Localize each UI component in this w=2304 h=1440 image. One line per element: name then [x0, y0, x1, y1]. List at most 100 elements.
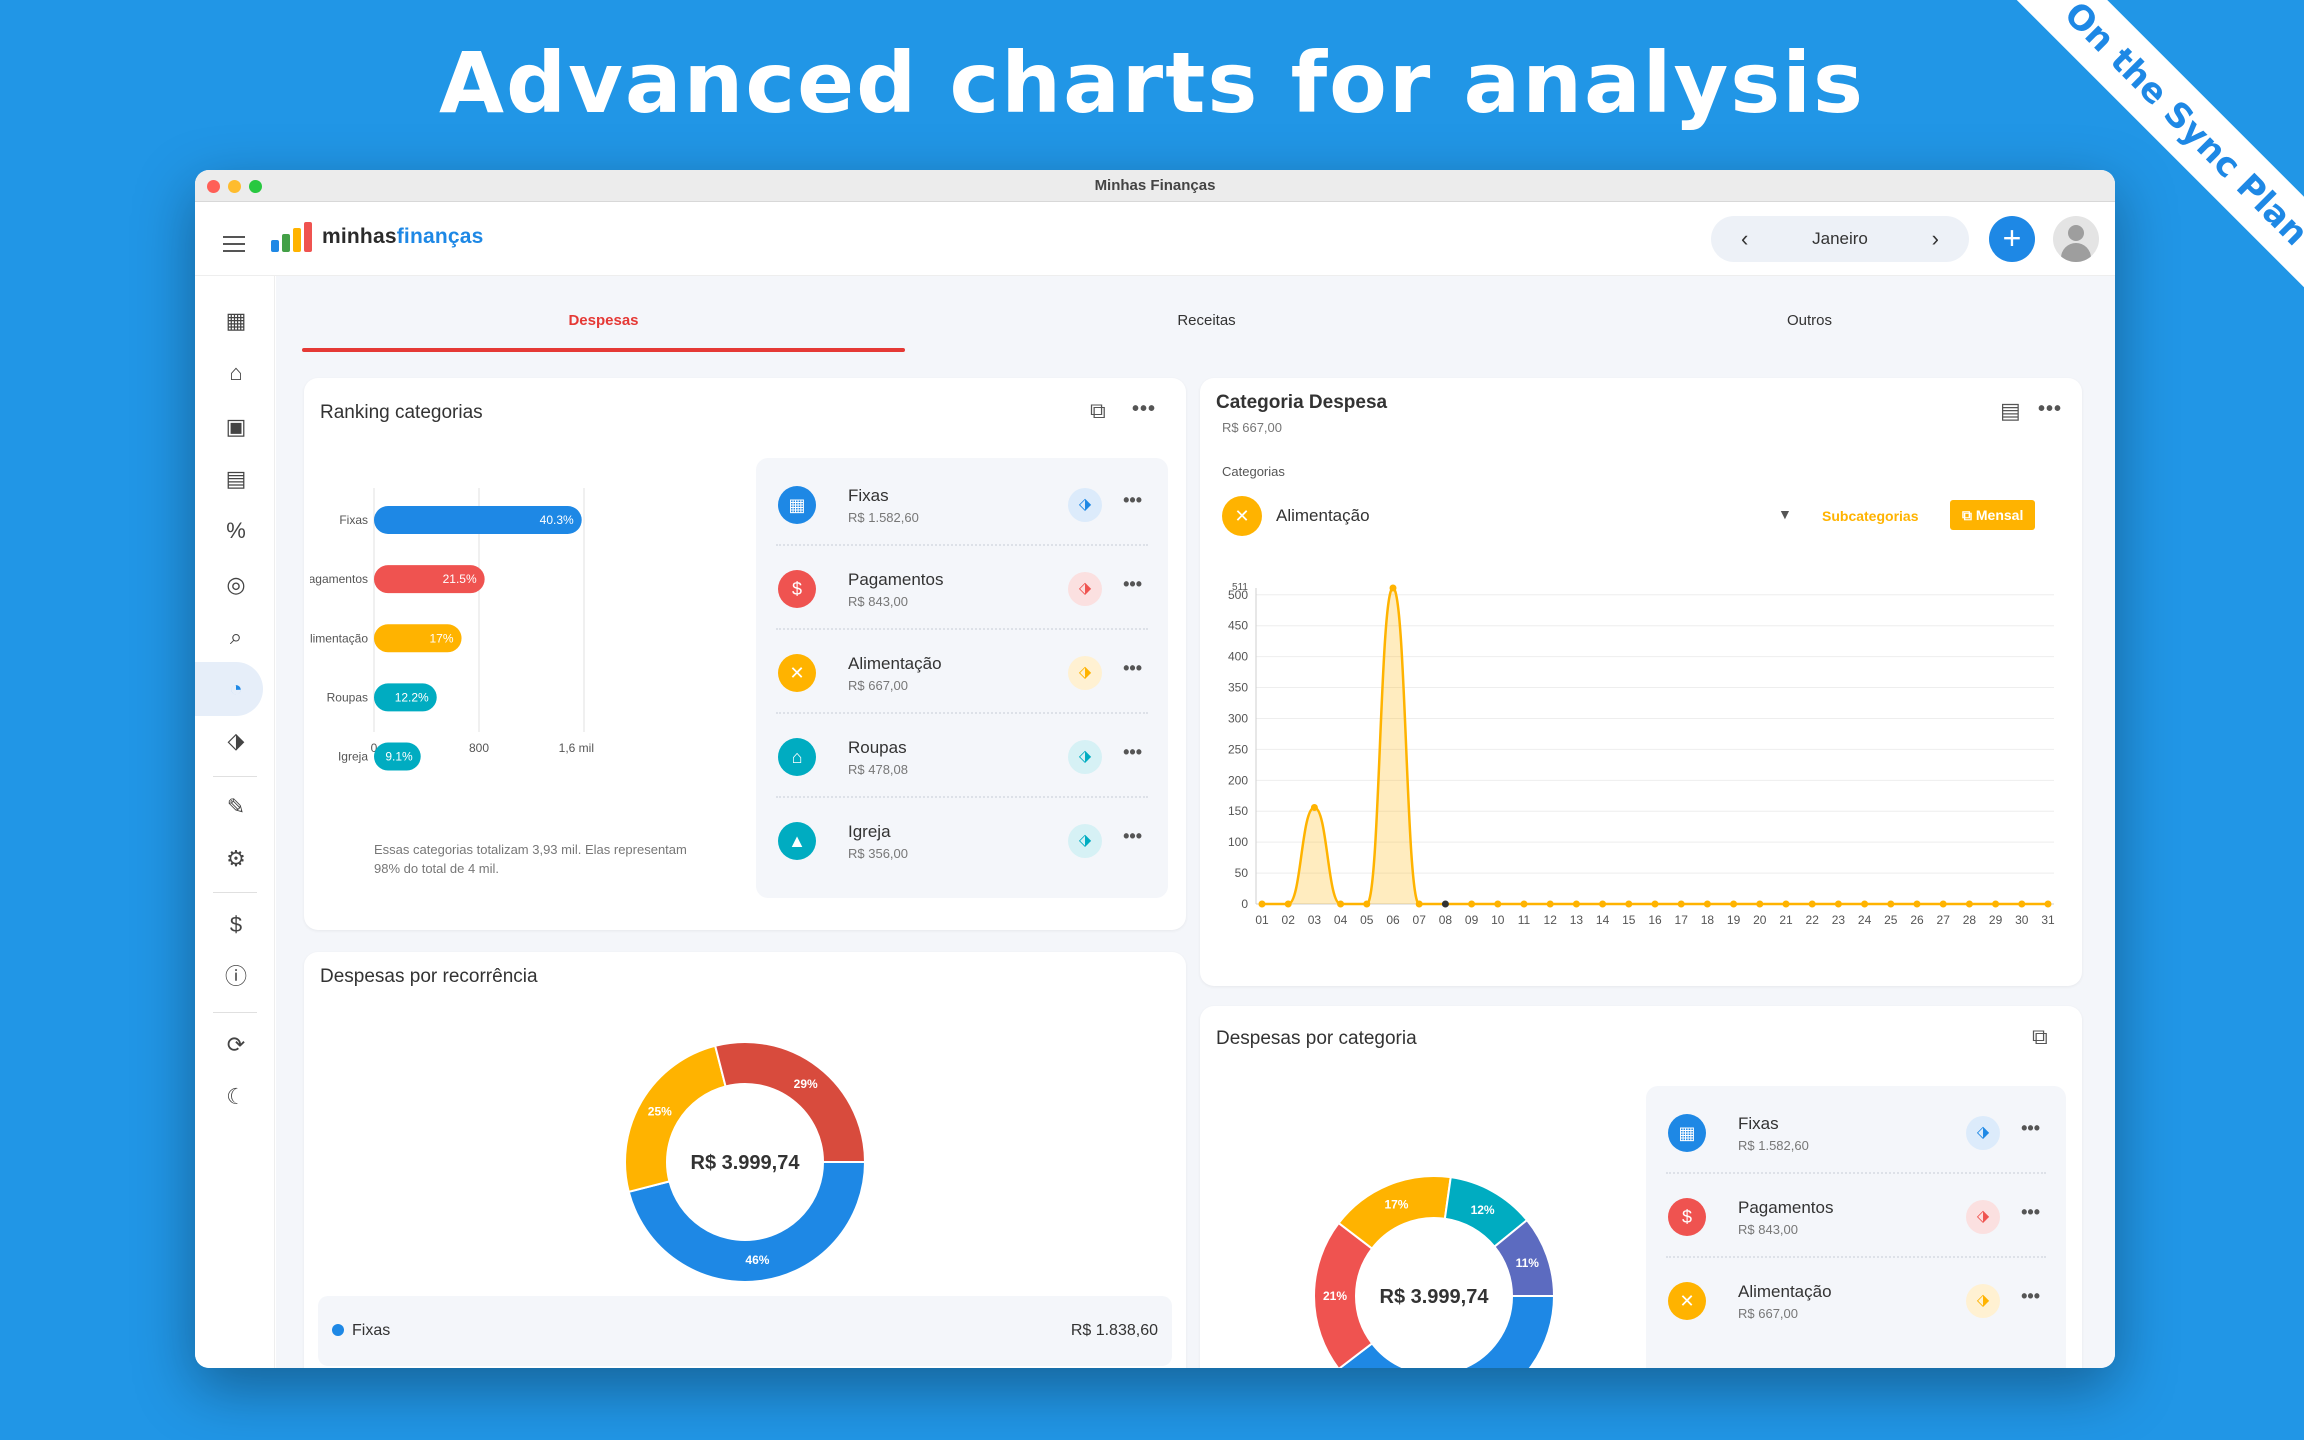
tab-despesas[interactable]: Despesas — [568, 312, 639, 329]
search-report-icon[interactable]: ⌕ — [229, 624, 243, 649]
categorias-select-label: Categorias — [1222, 464, 1285, 479]
x-tick-label: 04 — [1334, 913, 1348, 927]
hanger-icon: ⌂ — [778, 738, 816, 776]
tab-outros[interactable]: Outros — [1786, 312, 1832, 329]
app-bar: minhasfinanças ‹ Janeiro › + — [195, 202, 2115, 276]
tag-icon[interactable]: ⬗ — [1068, 740, 1102, 774]
prev-month-chevron-icon[interactable]: ‹ — [1741, 226, 1749, 251]
tag-icon[interactable]: ⬗ — [1966, 1116, 2000, 1150]
next-month-chevron-icon[interactable]: › — [1931, 226, 1939, 251]
list-item[interactable]: ✕ Alimentação R$ 667,00 ⬗ ••• — [1646, 1258, 2066, 1342]
cutlery-icon: ✕ — [1668, 1282, 1706, 1320]
more-options-icon[interactable]: ••• — [1123, 490, 1142, 510]
sidebar: ▦ ⌂ ▣ ▤ % ◎ ⌕ ◔ ⬗ ✎ ⚙ $ ⓘ ⟳ ☾ — [195, 276, 275, 1368]
more-options-icon[interactable]: ••• — [1132, 398, 1157, 420]
tag-icon[interactable]: ⬗ — [1068, 656, 1102, 690]
more-options-icon[interactable]: ••• — [1123, 574, 1142, 594]
tag-icon[interactable]: ⬗ — [227, 728, 245, 753]
category-dropdown-arrow-icon[interactable]: ▼ — [1778, 506, 1792, 522]
settings-icon[interactable]: ⚙ — [226, 846, 246, 871]
data-point — [2018, 900, 2026, 908]
slice-data-label: 11% — [1516, 1256, 1540, 1270]
shapes-icon: ▲ — [778, 822, 816, 860]
series-line — [1262, 586, 2048, 906]
more-options-icon[interactable]: ••• — [1123, 658, 1142, 678]
tab-receitas[interactable]: Receitas — [1177, 312, 1236, 329]
list-item[interactable]: $ Pagamentos R$ 843,00 ⬗ ••• — [756, 546, 1168, 630]
data-point — [1520, 900, 1528, 908]
menu-icon[interactable] — [223, 236, 245, 257]
percent-icon[interactable]: % — [226, 518, 246, 543]
x-tick-label: 17 — [1675, 913, 1689, 927]
x-tick-label: 26 — [1910, 913, 1924, 927]
sidebar-divider — [213, 776, 257, 777]
cash-icon[interactable]: ▣ — [225, 414, 247, 439]
close-window-button[interactable] — [207, 180, 220, 193]
slice-data-label: 17% — [1384, 1197, 1408, 1211]
list-item[interactable]: ✕ Alimentação R$ 667,00 ⬗ ••• — [756, 630, 1168, 714]
more-options-icon[interactable]: ••• — [2021, 1286, 2040, 1306]
bank-icon[interactable]: ⌂ — [229, 360, 243, 385]
open-external-icon[interactable]: ⧉ — [2032, 1024, 2048, 1049]
table-view-icon[interactable]: ▤ — [2000, 398, 2021, 423]
tag-icon[interactable]: ⬗ — [1068, 488, 1102, 522]
list-item[interactable]: ⌂ Roupas R$ 478,08 ⬗ ••• — [756, 714, 1168, 798]
tag-icon[interactable]: ⬗ — [1068, 824, 1102, 858]
bar — [374, 565, 485, 594]
data-point — [1703, 900, 1711, 908]
data-point — [1782, 900, 1790, 908]
sync-icon[interactable]: ⟳ — [226, 1032, 246, 1057]
logo-text-financas: finanças — [396, 225, 484, 248]
cutlery-icon: ✕ — [1222, 496, 1262, 536]
ranking-title: Ranking categorias — [320, 402, 483, 423]
avatar[interactable] — [2053, 216, 2099, 262]
goal-icon[interactable]: ◎ — [226, 572, 246, 597]
more-options-icon[interactable]: ••• — [2021, 1118, 2040, 1138]
dollar-icon[interactable]: $ — [229, 912, 243, 937]
more-options-icon[interactable]: ••• — [2021, 1202, 2040, 1222]
cards-icon[interactable]: ▤ — [225, 466, 247, 491]
info-icon[interactable]: ⓘ — [224, 964, 247, 989]
data-point — [1599, 900, 1607, 908]
dark-mode-icon[interactable]: ☾ — [226, 1084, 246, 1109]
tag-icon[interactable]: ⬗ — [1068, 572, 1102, 606]
slice-data-label: 21% — [1323, 1289, 1347, 1303]
data-point — [1887, 900, 1895, 908]
wrench-icon[interactable]: ✎ — [226, 794, 246, 819]
zoom-window-button[interactable] — [249, 180, 262, 193]
add-button[interactable]: + — [1989, 216, 2035, 262]
pie-chart-icon[interactable]: ◔ — [229, 676, 243, 701]
ranking-bar-chart: 0 800 1,6 mil Fixas 40.3% Pagamentos 21.5% Alim… — [310, 488, 594, 771]
more-options-icon[interactable]: ••• — [1123, 826, 1142, 846]
selected-category[interactable]: Alimentação — [1276, 506, 1370, 525]
tag-icon[interactable]: ⬗ — [1966, 1284, 2000, 1318]
x-tick-label: 31 — [2041, 913, 2055, 927]
data-point — [1389, 584, 1397, 592]
y-tick-label: 0 — [1241, 897, 1248, 911]
minimize-window-button[interactable] — [228, 180, 241, 193]
x-tick-label: 08 — [1439, 913, 1453, 927]
slice-data-label: 29% — [794, 1077, 818, 1091]
logo-chart-icon — [271, 222, 312, 252]
subcategorias-button[interactable]: Subcategorias — [1822, 508, 1919, 524]
mensal-button[interactable]: ⧉ Mensal — [1950, 500, 2036, 530]
list-item[interactable]: ▦ Fixas R$ 1.582,60 ⬗ ••• — [756, 462, 1168, 546]
list-item[interactable]: $ Pagamentos R$ 843,00 ⬗ ••• — [1646, 1174, 2066, 1258]
list-item[interactable]: ▲ Igreja R$ 356,00 ⬗ ••• — [756, 798, 1168, 882]
x-tick-label: 09 — [1465, 913, 1479, 927]
list-item[interactable]: ▦ Fixas R$ 1.582,60 ⬗ ••• — [1646, 1090, 2066, 1174]
more-options-icon[interactable]: ••• — [2038, 398, 2063, 420]
x-tick-label: 10 — [1491, 913, 1505, 927]
open-external-icon[interactable]: ⧉ — [1090, 398, 1106, 423]
donut-center-total: R$ 3.999,74 — [691, 1152, 801, 1174]
recorrencia-legend-row[interactable]: Fixas R$ 1.838,60 — [318, 1296, 1172, 1366]
category-value: R$ 667,00 — [1738, 1306, 1798, 1321]
active-tab-indicator — [302, 348, 905, 352]
category-value: R$ 356,00 — [848, 846, 908, 861]
category-name: Igreja — [848, 822, 891, 841]
more-options-icon[interactable]: ••• — [1123, 742, 1142, 762]
dashboard-icon[interactable]: ▦ — [225, 308, 247, 333]
x-tick-label: 11 — [1518, 913, 1531, 927]
x-tick-label: 27 — [1937, 913, 1951, 927]
tag-icon[interactable]: ⬗ — [1966, 1200, 2000, 1234]
